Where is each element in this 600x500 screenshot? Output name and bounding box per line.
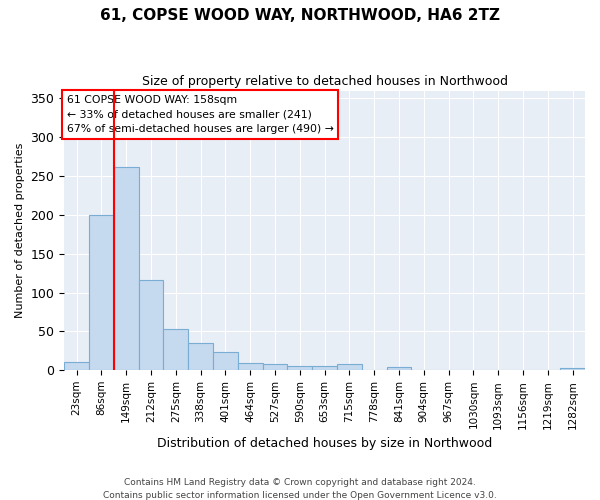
- Bar: [64, 362, 89, 370]
- Bar: [263, 364, 287, 370]
- Bar: [89, 215, 114, 370]
- Bar: [163, 329, 188, 370]
- X-axis label: Distribution of detached houses by size in Northwood: Distribution of detached houses by size …: [157, 437, 492, 450]
- Bar: [213, 352, 238, 370]
- Bar: [287, 366, 312, 370]
- Bar: [139, 280, 163, 370]
- Bar: [337, 364, 362, 370]
- Bar: [312, 366, 337, 370]
- Bar: [188, 343, 213, 370]
- Bar: [114, 166, 139, 370]
- Bar: [560, 368, 585, 370]
- Text: Contains HM Land Registry data © Crown copyright and database right 2024.
Contai: Contains HM Land Registry data © Crown c…: [103, 478, 497, 500]
- Text: 61, COPSE WOOD WAY, NORTHWOOD, HA6 2TZ: 61, COPSE WOOD WAY, NORTHWOOD, HA6 2TZ: [100, 8, 500, 22]
- Text: 61 COPSE WOOD WAY: 158sqm
← 33% of detached houses are smaller (241)
67% of semi: 61 COPSE WOOD WAY: 158sqm ← 33% of detac…: [67, 95, 334, 134]
- Bar: [238, 363, 263, 370]
- Bar: [386, 367, 412, 370]
- Y-axis label: Number of detached properties: Number of detached properties: [15, 142, 25, 318]
- Title: Size of property relative to detached houses in Northwood: Size of property relative to detached ho…: [142, 75, 508, 88]
